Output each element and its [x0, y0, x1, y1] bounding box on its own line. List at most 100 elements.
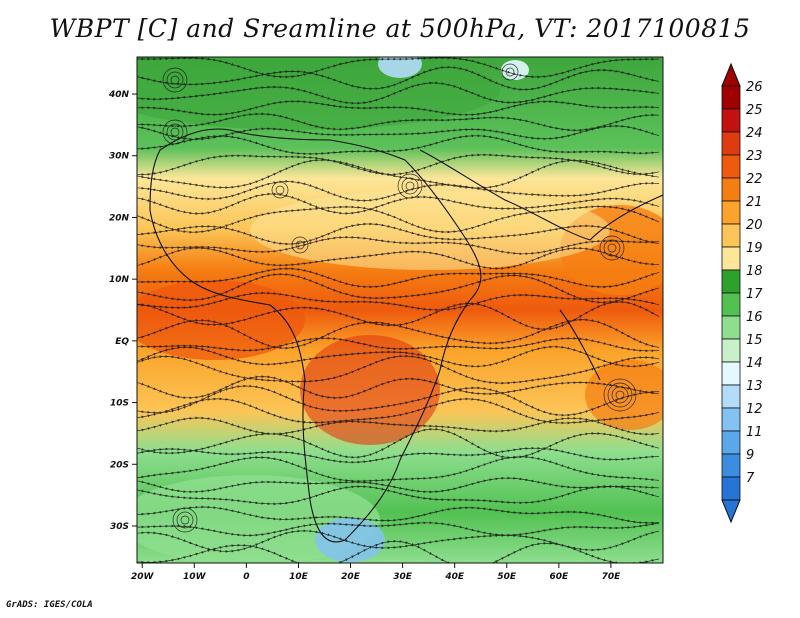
plot-frame — [136, 56, 664, 564]
streamline-vortex — [172, 507, 198, 533]
x-axis: 20W 10W 0 10E 20E 30E 40E 50E 60E 70E — [131, 563, 621, 582]
colorbar-label: 17 — [746, 287, 763, 302]
credit-label: GrADS: IGES/COLA — [6, 600, 93, 610]
colorbar-label: 18 — [746, 264, 763, 279]
streamline-vortex — [176, 511, 194, 529]
colorbar-swatch — [721, 338, 741, 363]
colorbar-swatch — [721, 246, 741, 271]
heatmap-cold-northeast — [501, 60, 529, 80]
colorbar-label: 26 — [746, 80, 763, 95]
streamline — [137, 416, 660, 436]
chart-title: WBPT [C] and Sreamline at 500hPa, VT: 20… — [49, 14, 751, 43]
colorbar-swatch — [721, 430, 741, 455]
colorbar-label: 20 — [746, 218, 763, 233]
y-tick-label: 30S — [110, 522, 129, 532]
colorbar-swatch — [721, 154, 741, 179]
x-tick-label: 60E — [549, 572, 569, 582]
colorbar-label: 22 — [746, 172, 763, 187]
colorbar-label: 12 — [746, 402, 763, 417]
colorbar-bottom-arrow — [721, 499, 741, 524]
x-tick-label: 20W — [131, 572, 155, 582]
streamline-vortex — [166, 123, 184, 141]
streamline-vortex — [170, 127, 180, 137]
x-tick-label: 10W — [183, 572, 207, 582]
streamline-vortex — [505, 67, 515, 77]
colorbar-swatch — [721, 361, 741, 386]
y-axis: 40N 30N 20N 10N EQ 10S 20S 30S — [108, 90, 137, 532]
x-tick-label: 40E — [444, 572, 465, 582]
streamline — [137, 318, 660, 350]
colorbar-label: 15 — [746, 333, 763, 348]
streamline-vortex — [603, 239, 621, 257]
colorbar-swatch — [721, 453, 741, 478]
x-tick-label: 0 — [243, 572, 249, 582]
colorbar-label: 25 — [746, 103, 763, 118]
colorbar-swatch — [721, 177, 741, 202]
colorbar-swatch — [721, 223, 741, 248]
colorbar-label: 21 — [746, 195, 763, 210]
colorbar-swatch — [721, 476, 741, 501]
colorbar-label: 24 — [746, 126, 763, 141]
streamline-vortex — [599, 235, 625, 261]
x-tick-label: 30E — [393, 572, 413, 582]
colorbar-label: 23 — [746, 149, 763, 164]
colorbar-swatch — [721, 85, 741, 110]
streamline-vortex — [607, 243, 617, 253]
streamline — [137, 354, 660, 385]
y-tick-label: 10S — [110, 399, 129, 409]
x-tick-label: 10E — [289, 572, 309, 582]
x-tick-label: 70E — [602, 572, 622, 582]
streamline-vortex — [397, 173, 423, 199]
colorbar-swatch — [721, 200, 741, 225]
streamline-vortex — [162, 67, 188, 93]
colorbar-label: 13 — [746, 379, 763, 394]
x-tick-label: 50E — [497, 572, 517, 582]
colorbar-label: 9 — [746, 448, 754, 463]
streamline-vortex — [615, 390, 625, 400]
y-tick-label: 30N — [109, 152, 130, 162]
streamline-vortex — [291, 236, 309, 254]
streamline-vortex — [166, 71, 184, 89]
colorbar-swatch — [721, 384, 741, 409]
coastline — [149, 128, 663, 543]
colorbar-swatch — [721, 292, 741, 317]
streamline-vortex — [607, 382, 633, 408]
streamline-vortex — [603, 378, 637, 412]
streamline — [137, 81, 660, 105]
colorbar-swatch — [721, 108, 741, 133]
colorbar-label: 14 — [746, 356, 763, 371]
colorbar-label: 11 — [746, 425, 763, 440]
streamline-vortex — [405, 181, 415, 191]
streamline-vortex — [275, 185, 285, 195]
colorbar: 26 25 24 23 22 21 20 19 18 17 16 15 14 13 12 11 9 7 — [721, 62, 763, 524]
plot-area — [137, 57, 663, 563]
streamline — [137, 484, 660, 506]
streamlines — [137, 57, 660, 563]
heatmap-cold-north — [378, 57, 422, 78]
colorbar-label: 19 — [746, 241, 763, 256]
colorbar-label: 7 — [746, 471, 755, 486]
streamline — [137, 222, 660, 246]
streamline-vortex — [271, 181, 289, 199]
y-tick-label: 40N — [108, 90, 130, 100]
streamline-vortex — [501, 63, 519, 81]
streamline-vortex — [162, 119, 188, 145]
streamline — [137, 427, 660, 459]
colorbar-swatch — [721, 407, 741, 432]
colorbar-swatch — [721, 315, 741, 340]
y-tick-label: 20S — [110, 460, 129, 470]
streamline-vortex — [180, 515, 190, 525]
y-tick-label: EQ — [115, 337, 129, 347]
streamline — [137, 539, 660, 563]
streamline — [137, 246, 660, 270]
colorbar-swatch — [721, 269, 741, 294]
streamline-vortex — [401, 177, 419, 195]
streamline — [137, 134, 660, 156]
x-tick-label: 20E — [341, 572, 361, 582]
streamline-vortex — [170, 75, 180, 85]
streamline-vortex — [295, 240, 305, 250]
heatmap-core-southeast — [585, 360, 663, 430]
heatmap-core-central — [300, 335, 440, 445]
streamline-vortex — [611, 386, 629, 404]
